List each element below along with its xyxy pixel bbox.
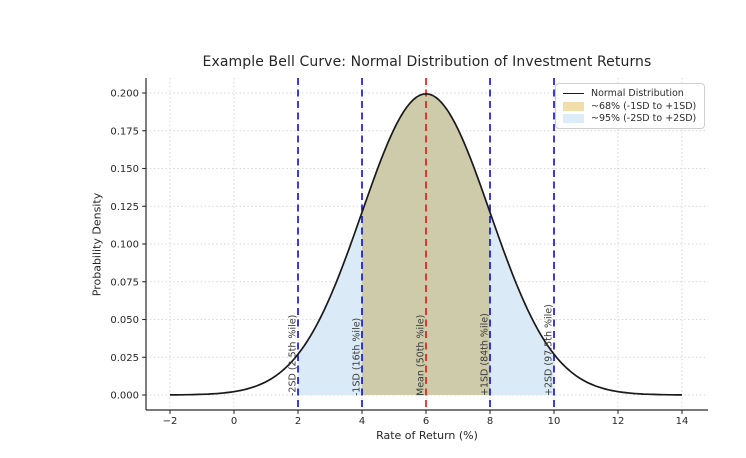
x-tick-label: 0 — [231, 416, 237, 427]
y-tick-label: 0.150 — [110, 164, 139, 175]
legend-item-68pct-band: ~68% (-1SD to +1SD) — [563, 101, 697, 112]
legend-95pct-swatch-icon — [563, 114, 584, 124]
vline-label: -1SD (16th %ile) — [352, 318, 363, 396]
legend: Normal Distribution ~68% (-1SD to +1SD) … — [555, 83, 705, 129]
y-tick-label: 0.025 — [110, 353, 139, 364]
y-tick-label: 0.175 — [110, 126, 139, 137]
x-axis-label: Rate of Return (%) — [376, 429, 478, 442]
legend-label: Normal Distribution — [591, 87, 684, 99]
x-tick-label: 4 — [359, 416, 365, 427]
y-tick-label: 0.125 — [110, 202, 139, 213]
y-tick-label: 0.075 — [110, 277, 139, 288]
x-tick-label: 6 — [423, 416, 429, 427]
legend-line-swatch-icon — [563, 92, 584, 94]
legend-68pct-swatch-icon — [563, 101, 584, 111]
y-tick-label: 0.050 — [110, 315, 139, 326]
x-tick-label: −2 — [163, 416, 178, 427]
y-axis-label: Probability Density — [90, 192, 104, 297]
x-tick-label: 10 — [548, 416, 561, 427]
legend-item-normal-distribution: Normal Distribution — [563, 88, 697, 99]
chart-title: Example Bell Curve: Normal Distribution … — [202, 54, 652, 70]
normal-curve — [170, 92, 682, 396]
y-tick-label: 0.000 — [110, 391, 139, 402]
legend-label: ~68% (-1SD to +1SD) — [591, 100, 697, 112]
vline-label: +2SD (97.5th %ile) — [544, 304, 555, 396]
vline-label: +1SD (84th %ile) — [480, 313, 491, 396]
y-tick-label: 0.200 — [110, 89, 139, 100]
vline-label: -2SD (2.5th %ile) — [288, 315, 299, 396]
y-tick-label: 0.100 — [110, 240, 139, 251]
vline-label: Mean (50th %ile) — [416, 315, 427, 396]
x-tick-label: 14 — [676, 416, 689, 427]
legend-label: ~95% (-2SD to +2SD) — [591, 113, 697, 125]
x-tick-label: 8 — [487, 416, 493, 427]
x-tick-label: 2 — [295, 416, 301, 427]
x-tick-label: 12 — [612, 416, 625, 427]
legend-item-95pct-band: ~95% (-2SD to +2SD) — [563, 113, 697, 124]
